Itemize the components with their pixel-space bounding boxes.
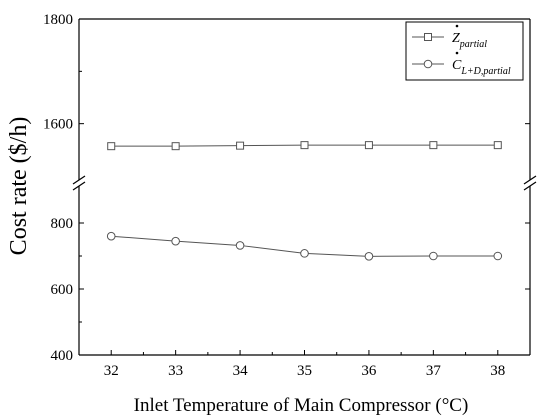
data-point-square	[107, 142, 116, 151]
x-tick-label: 34	[233, 363, 249, 379]
legend: Zpartial CL+D,partial	[405, 21, 524, 81]
y-tick-label: 600	[51, 282, 74, 298]
axis-break-mark-right	[523, 181, 537, 191]
legend-dot-accent	[455, 51, 459, 55]
x-tick-label: 36	[361, 363, 377, 379]
data-point-circle	[106, 231, 116, 241]
data-point-square	[364, 141, 373, 150]
data-point-circle	[364, 252, 374, 261]
y-tick-label: 400	[51, 348, 74, 364]
x-axis-title: Inlet Temperature of Main Compressor (°C…	[134, 395, 469, 416]
y-tick-label: 1800	[43, 12, 73, 28]
plot-frame	[72, 18, 537, 356]
y-axis-title: Cost rate ($/h)	[6, 117, 32, 256]
axis-ticks: 32 33 34 35 36 37 38 400 600 800 1600 1800	[43, 12, 530, 379]
data-point-square	[236, 141, 245, 150]
data-point-square	[493, 141, 502, 150]
data-point-circle	[235, 241, 245, 250]
x-tick-label: 33	[168, 363, 183, 379]
axis-break-mark-left	[72, 175, 86, 185]
axis-break-mark-left	[72, 181, 86, 191]
x-tick-label: 38	[490, 363, 505, 379]
axis-break-mark-right	[523, 175, 537, 185]
data-point-square	[300, 141, 309, 150]
legend-label: Zpartial	[452, 31, 487, 50]
series-layer	[106, 141, 503, 261]
x-tick-label: 32	[104, 363, 119, 379]
y-tick-label: 1600	[43, 117, 73, 133]
legend-dot-accent	[455, 24, 459, 28]
data-point-circle	[429, 251, 438, 261]
legend-marker-square	[424, 33, 432, 41]
x-tick-label: 35	[297, 363, 312, 379]
data-point-circle	[493, 251, 503, 261]
data-point-square	[171, 142, 180, 151]
data-point-circle	[171, 236, 180, 246]
x-tick-label: 37	[426, 363, 442, 379]
legend-marker-circle	[423, 59, 433, 69]
y-tick-label: 800	[51, 216, 74, 232]
legend-box	[405, 21, 524, 81]
data-point-square	[429, 141, 438, 150]
legend-label: CL+D,partial	[452, 58, 511, 77]
data-point-circle	[300, 249, 309, 258]
